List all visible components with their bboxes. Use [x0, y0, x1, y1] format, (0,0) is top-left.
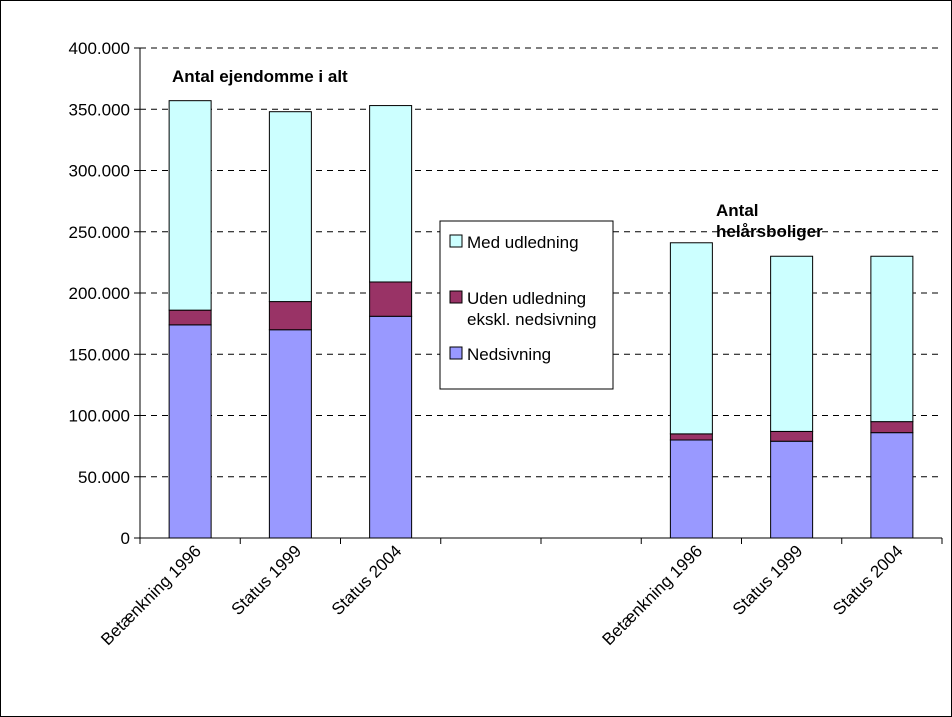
bar-segment-nedsivning: [369, 315, 413, 539]
bar-segment-nedsivning: [268, 329, 312, 539]
bar-segment-nedsivning: [770, 440, 814, 539]
annotations: Antal ejendomme i alt Antal helårsboliger: [172, 67, 823, 241]
y-tick-label: 400.000: [69, 39, 130, 58]
bar-segment-med-udledning: [770, 255, 814, 432]
y-tick-label: 150.000: [69, 345, 130, 364]
bars: [168, 100, 914, 539]
legend-label: Med udledning: [467, 233, 579, 252]
y-tick-label: 100.000: [69, 407, 130, 426]
bar-segment-nedsivning: [870, 432, 914, 539]
bar-segment-uden-udledning: [770, 430, 814, 442]
bar-segment-uden-udledning: [168, 309, 212, 326]
y-tick-label: 250.000: [69, 223, 130, 242]
legend-label: Nedsivning: [467, 345, 551, 364]
legend-box: [439, 220, 614, 390]
legend-swatch: [449, 234, 463, 248]
y-tick-label: 350.000: [69, 100, 130, 119]
bar-segment-uden-udledning: [268, 301, 312, 331]
bar-segment-uden-udledning: [669, 433, 713, 441]
bar-segment-uden-udledning: [369, 281, 413, 317]
annotation-left: Antal ejendomme i alt: [172, 67, 348, 86]
bar-segment-med-udledning: [369, 105, 413, 283]
y-tick-label: 0: [121, 529, 130, 548]
y-tick-label: 300.000: [69, 162, 130, 181]
legend-swatch: [449, 346, 463, 360]
y-tick-label: 200.000: [69, 284, 130, 303]
legend-label: Uden udledning ekskl. nedsivning: [467, 289, 596, 329]
bar-segment-med-udledning: [268, 111, 312, 303]
legend: Med udledning Uden udledning ekskl. nedsiv…: [439, 220, 614, 390]
bar-segment-med-udledning: [669, 242, 713, 435]
bar-segment-med-udledning: [168, 100, 212, 311]
bar-segment-uden-udledning: [870, 421, 914, 434]
bar-segment-nedsivning: [669, 439, 713, 539]
annotation-right: Antal helårsboliger: [716, 201, 823, 241]
y-tick-label: 50.000: [78, 468, 130, 487]
bar-segment-med-udledning: [870, 255, 914, 423]
bar-segment-nedsivning: [168, 324, 212, 539]
legend-swatch: [449, 290, 463, 304]
